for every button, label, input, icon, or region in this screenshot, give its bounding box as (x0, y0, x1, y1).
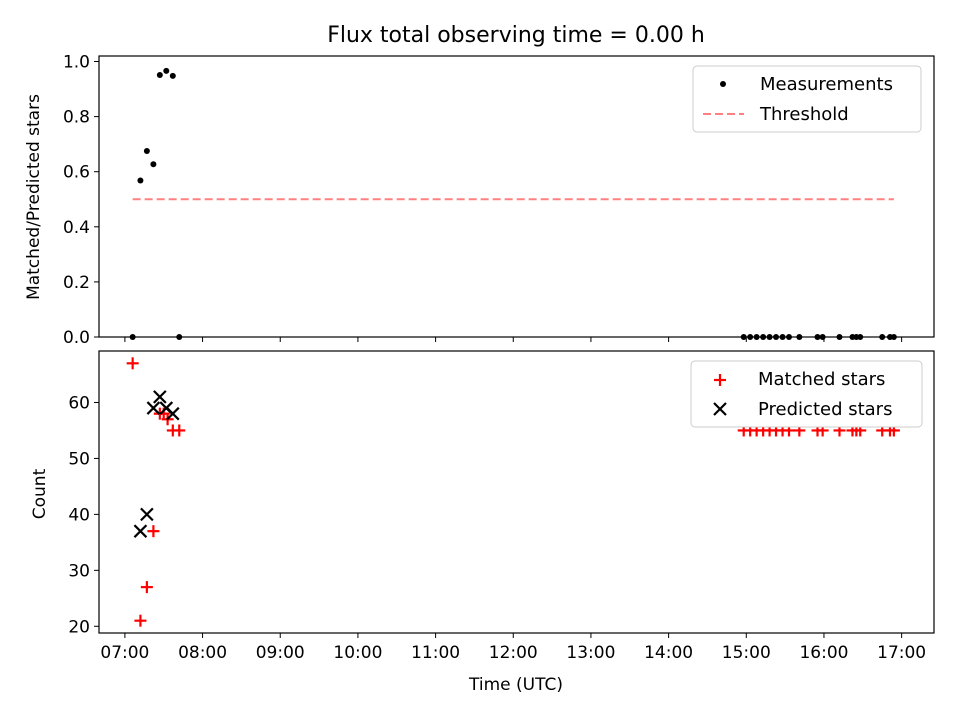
bottom-y-tick-label: 60 (68, 393, 90, 413)
measurements-point (156, 72, 163, 79)
measurements-point (169, 72, 176, 79)
x-tick-label: 07:00 (100, 643, 149, 663)
legend-threshold-label: Threshold (759, 104, 849, 125)
x-tick-label: 12:00 (489, 643, 538, 663)
bottom-y-tick-label: 20 (68, 617, 90, 637)
top-y-tick-label: 0.4 (63, 218, 90, 238)
legend-predicted-marker (713, 402, 727, 416)
x-tick-label: 13:00 (566, 643, 615, 663)
x-tick-label: 11:00 (411, 643, 460, 663)
legend-matched-label: Matched stars (758, 369, 885, 390)
legend-matched-marker (714, 374, 726, 386)
predicted-stars-point (140, 507, 154, 522)
top-y-tick-label: 0.8 (63, 108, 90, 128)
top-y-tick-label: 0.2 (63, 273, 90, 293)
legend-measurements-label: Measurements (760, 74, 893, 95)
top-panel: Flux total observing time = 0.00 h Match… (24, 23, 935, 348)
predicted-stars-point (153, 390, 167, 404)
measurements-point (163, 67, 170, 74)
top-axes-frame (98, 55, 935, 338)
predicted-stars-point (146, 401, 161, 415)
top-y-axis-label: Matched/Predicted stars (24, 94, 44, 300)
bottom-y-tick-label: 40 (68, 505, 90, 525)
measurements-point (137, 177, 144, 184)
matched-stars-point (147, 525, 160, 538)
bottom-axes-frame (98, 350, 935, 634)
bottom-ticks: 20 30 40 50 60 07:00 08:00 09:00 10:00 11:00 12:00… (68, 393, 926, 663)
matched-stars-point (173, 424, 186, 437)
bottom-legend: Matched stars Predicted stars (690, 360, 923, 428)
x-tick-label: 08:00 (178, 643, 227, 663)
legend-predicted-label: Predicted stars (758, 399, 892, 420)
x-tick-label: 17:00 (877, 643, 926, 663)
x-tick-label: 16:00 (799, 643, 848, 663)
bottom-y-axis-label: Count (30, 468, 50, 519)
top-y-tick-label: 0.6 (63, 163, 90, 183)
top-y-tick-label: 1.0 (63, 53, 90, 73)
measurements-point (150, 161, 157, 168)
x-tick-label: 09:00 (256, 643, 305, 663)
measurements-point (143, 148, 150, 155)
bottom-y-tick-label: 50 (68, 449, 90, 469)
legend-measurements-marker (720, 81, 726, 87)
x-tick-label: 10:00 (333, 643, 382, 663)
x-tick-label: 14:00 (644, 643, 693, 663)
matched-stars-point (126, 357, 139, 370)
chart-title: Flux total observing time = 0.00 h (327, 23, 705, 48)
top-ticks: 0.0 0.2 0.4 0.6 0.8 1.0 (63, 53, 903, 348)
bottom-legend-box (690, 360, 923, 428)
predicted-stars-point (133, 524, 148, 538)
top-legend: Measurements Threshold (692, 65, 922, 133)
x-axis-label: Time (UTC) (468, 675, 563, 695)
bottom-plot-area (126, 357, 900, 627)
top-y-tick-label: 0.0 (63, 328, 90, 348)
top-legend-box (692, 65, 922, 133)
top-plot-area (129, 67, 897, 340)
x-tick-label: 15:00 (722, 643, 771, 663)
matched-stars-point (134, 614, 147, 627)
bottom-y-tick-label: 30 (68, 561, 90, 581)
matched-stars-point (140, 581, 153, 594)
bottom-panel: Count Time (UTC) 20 30 40 50 60 07:00 08:00 09:… (30, 350, 935, 695)
predicted-stars-point (166, 406, 180, 421)
